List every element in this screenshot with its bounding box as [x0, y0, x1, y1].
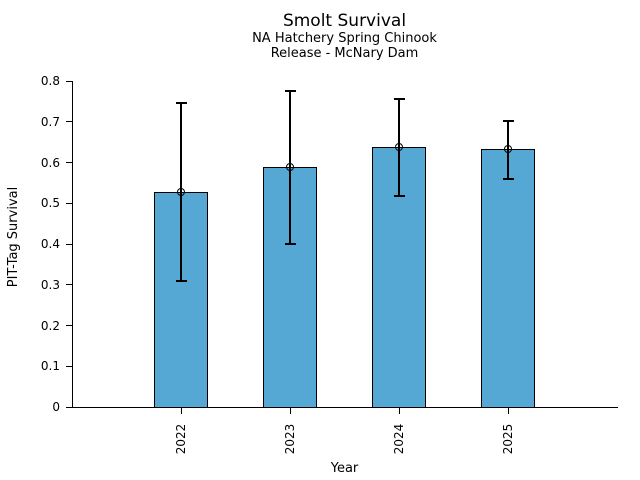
x-tick-mark: [507, 408, 509, 414]
y-tick-label: 0.6: [40, 155, 60, 170]
y-tick-label: 0.3: [40, 277, 60, 292]
y-tick-label: 0: [52, 400, 60, 414]
x-tick-mark: [180, 408, 182, 414]
error-bar-cap-top: [393, 97, 405, 100]
y-tick-label: 0.7: [40, 114, 60, 129]
error-bar-cap-bottom: [502, 178, 514, 181]
y-tick-mark: [66, 284, 72, 286]
x-tick-mark: [398, 408, 400, 414]
x-tick-label: 2024: [392, 423, 406, 455]
x-axis-spine: [72, 407, 618, 408]
error-bar-cap-bottom: [284, 242, 296, 245]
bar: [481, 149, 535, 408]
y-tick-mark: [66, 243, 72, 245]
y-axis-spine: [72, 81, 73, 408]
chart-header: Smolt Survival NA Hatchery Spring Chinoo…: [72, 11, 617, 61]
error-bar-cap-top: [502, 119, 514, 122]
y-tick-label: 0.2: [40, 318, 60, 333]
x-tick-label: 2023: [283, 423, 297, 455]
data-point-marker: [395, 143, 403, 152]
y-tick-mark: [66, 406, 72, 408]
y-tick-label: 0.8: [40, 74, 60, 88]
y-tick-mark: [66, 365, 72, 367]
error-bar-cap-top: [175, 102, 187, 105]
y-tick-mark: [66, 121, 72, 123]
bar: [372, 147, 426, 408]
y-tick-mark: [66, 202, 72, 204]
y-tick-label: 0.4: [40, 237, 60, 251]
chart-subtitle-line1: NA Hatchery Spring Chinook: [252, 31, 437, 46]
error-bar-cap-bottom: [175, 279, 187, 282]
error-bar-cap-top: [284, 89, 296, 92]
x-tick-label: 2022: [174, 423, 188, 455]
x-axis-label: Year: [330, 461, 359, 476]
y-tick-label: 0.5: [40, 196, 60, 211]
y-tick-mark: [66, 325, 72, 326]
x-tick-label: 2025: [501, 423, 515, 455]
data-point-marker: [286, 163, 294, 172]
chart-title: Smolt Survival: [282, 11, 407, 31]
y-tick-label: 0.1: [40, 359, 60, 374]
y-axis-label: PIT-Tag Survival: [6, 186, 21, 288]
y-tick-mark: [66, 162, 72, 163]
data-point-marker: [504, 145, 512, 154]
error-bar-cap-bottom: [393, 194, 405, 197]
y-tick-mark: [66, 80, 72, 82]
data-point-marker: [177, 188, 185, 197]
chart-subtitle-line2: Release - McNary Dam: [270, 46, 419, 61]
x-tick-mark: [289, 408, 291, 414]
